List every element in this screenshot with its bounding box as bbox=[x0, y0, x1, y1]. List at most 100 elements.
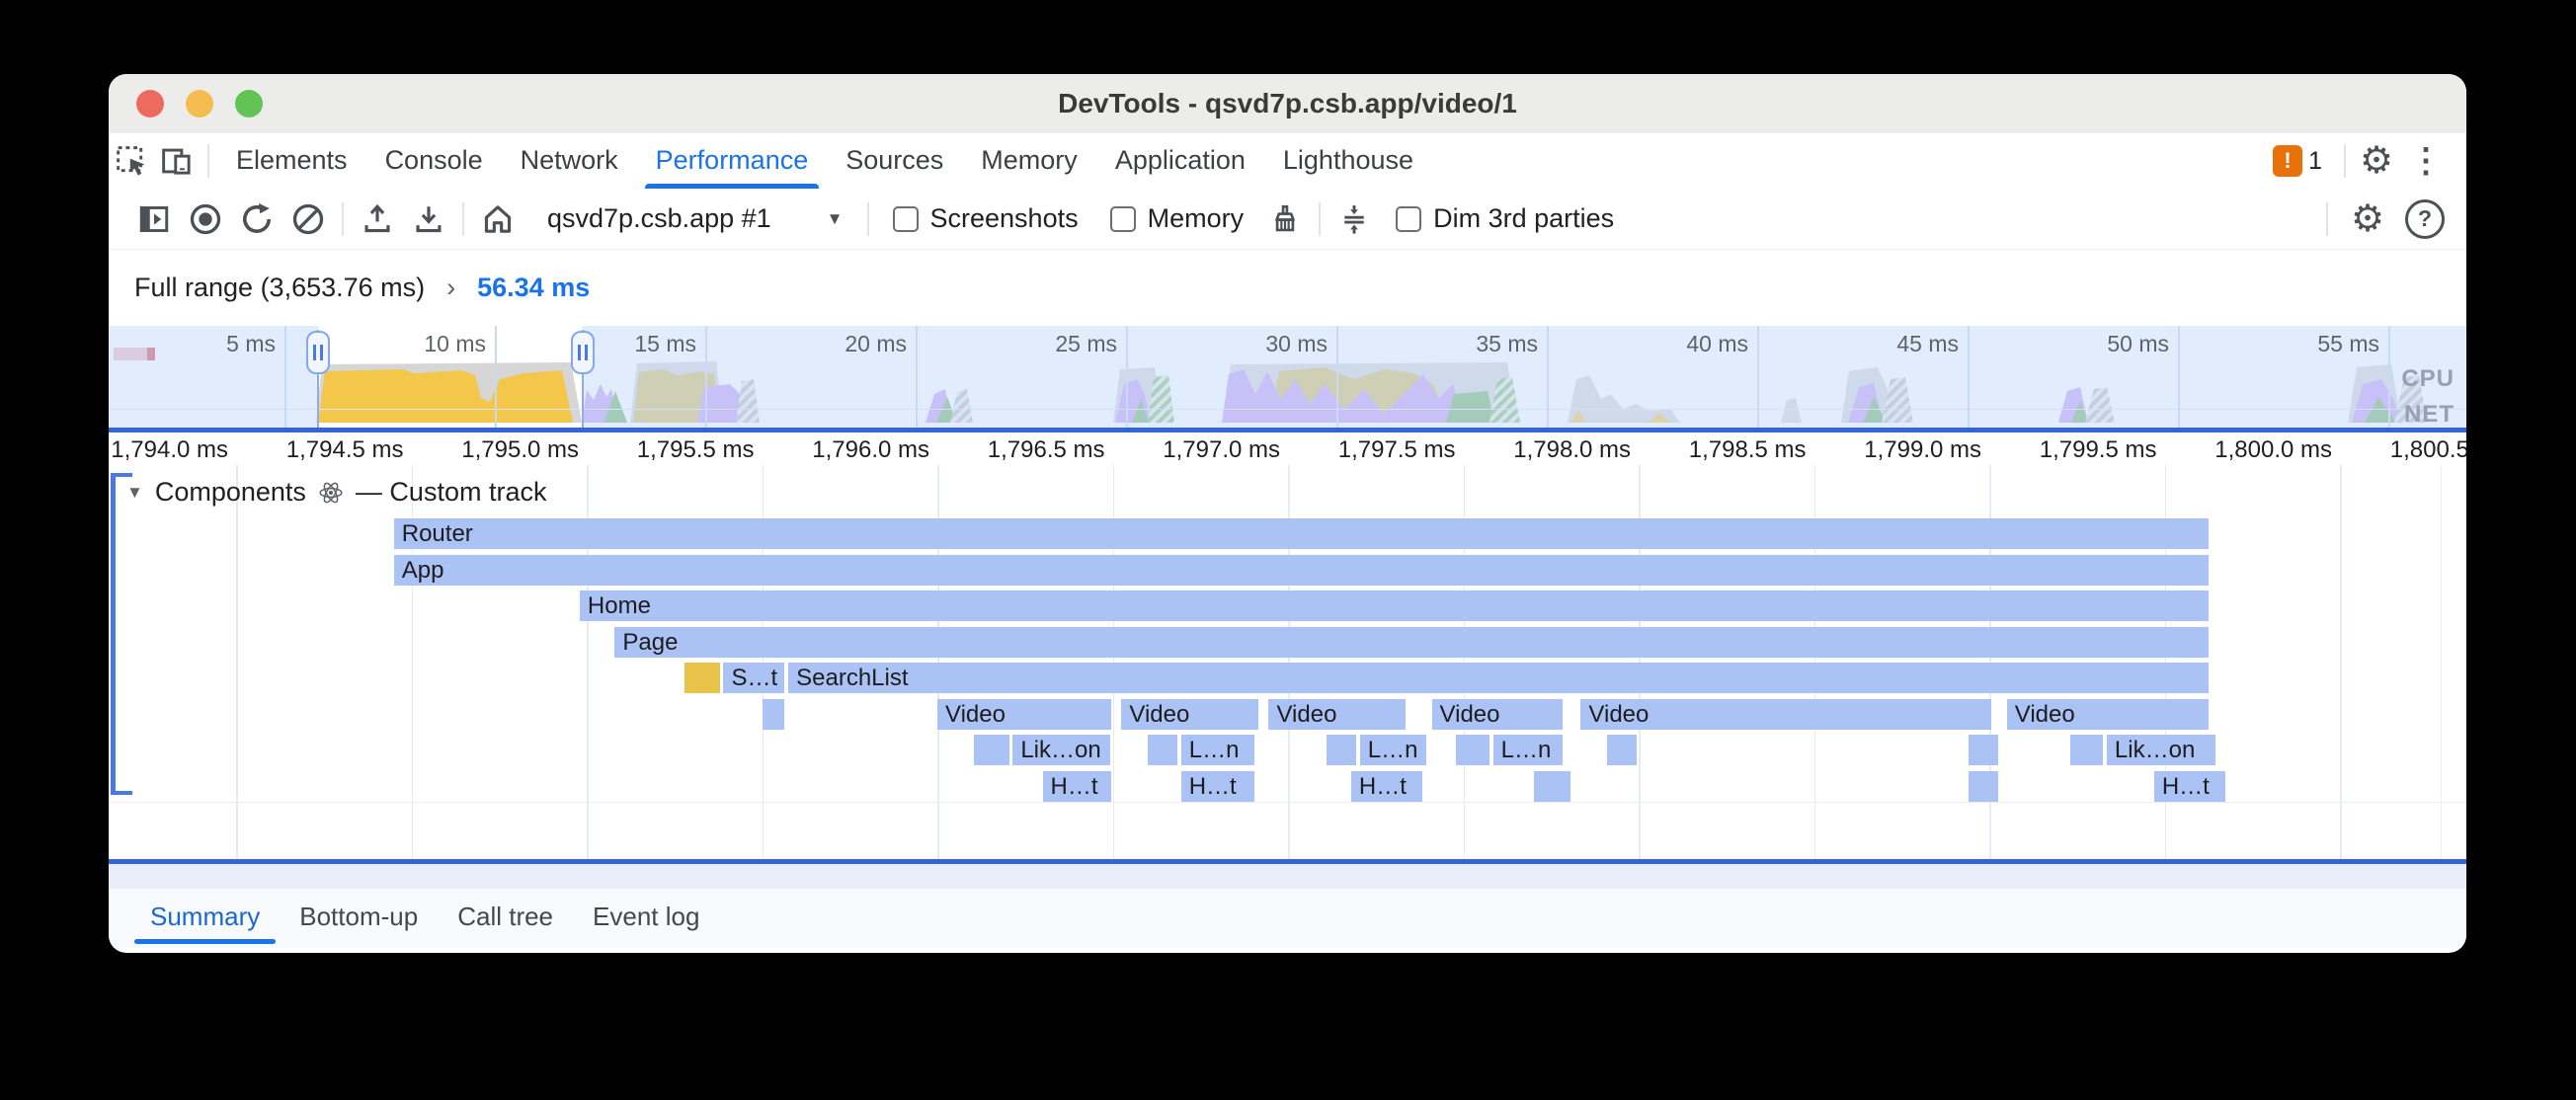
dim-3rd-parties-label: Dim 3rd parties bbox=[1433, 203, 1615, 233]
settings-gear-icon[interactable]: ⚙ bbox=[2359, 140, 2394, 182]
clear-icon[interactable] bbox=[282, 194, 334, 245]
tab-summary[interactable]: Summary bbox=[130, 889, 280, 948]
selection-right-handle[interactable] bbox=[571, 331, 595, 374]
tab-memory[interactable]: Memory bbox=[981, 145, 1078, 175]
selection-left-handle[interactable] bbox=[306, 331, 330, 374]
flame-bar-likon[interactable]: Lik…on bbox=[2106, 735, 2215, 765]
flame-gridline bbox=[1639, 465, 1641, 859]
ruler-tick-label: 1,800.0 ms bbox=[2214, 436, 2332, 463]
flame-bar[interactable] bbox=[1456, 735, 1489, 765]
minimize-window-button[interactable] bbox=[186, 90, 213, 118]
flame-bar[interactable] bbox=[684, 663, 720, 693]
flame-gridline bbox=[1112, 465, 1114, 859]
flame-bar-ln[interactable]: L…n bbox=[1359, 735, 1426, 765]
flame-bar-ht[interactable]: H…t bbox=[1180, 770, 1255, 802]
tab-network[interactable]: Network bbox=[520, 145, 618, 175]
capture-settings-gear-icon[interactable]: ⚙ bbox=[2350, 197, 2385, 240]
breadcrumb-selected-range[interactable]: 56.34 ms bbox=[477, 273, 591, 302]
flame-bar-likon[interactable]: Lik…on bbox=[1012, 735, 1111, 765]
tab-performance[interactable]: Performance bbox=[637, 133, 828, 189]
toggle-sidebar-icon[interactable] bbox=[128, 194, 180, 245]
flame-bar[interactable] bbox=[1533, 770, 1570, 802]
screenshots-checkbox[interactable]: Screenshots bbox=[892, 203, 1079, 234]
track-name: Components bbox=[154, 477, 306, 507]
flame-bar-st[interactable]: S…t bbox=[723, 663, 785, 693]
device-toolbar-icon[interactable] bbox=[154, 138, 200, 184]
cpu-track-label: CPU bbox=[2401, 365, 2455, 392]
tab-console[interactable]: Console bbox=[384, 145, 483, 175]
tab-bottom-up[interactable]: Bottom-up bbox=[299, 902, 419, 931]
flame-bar[interactable] bbox=[1607, 735, 1637, 765]
flame-chart[interactable]: ▼ Components — Custom track Router App Hom… bbox=[109, 465, 2466, 859]
flame-bar-video[interactable]: Video bbox=[1431, 698, 1564, 730]
flame-bar-page[interactable]: Page bbox=[614, 626, 2209, 658]
home-icon[interactable] bbox=[472, 194, 523, 245]
collect-garbage-icon[interactable] bbox=[1259, 194, 1311, 245]
tab-application[interactable]: Application bbox=[1114, 145, 1246, 175]
flame-bar-searchlist[interactable]: SearchList bbox=[788, 663, 2209, 693]
flame-bar-video[interactable]: Video bbox=[1121, 698, 1258, 730]
tab-elements[interactable]: Elements bbox=[236, 145, 348, 175]
tab-call-tree[interactable]: Call tree bbox=[457, 902, 554, 931]
dim-3rd-parties-checkbox[interactable]: Dim 3rd parties bbox=[1396, 203, 1614, 234]
toolbar-divider-1 bbox=[342, 201, 344, 236]
overview-main-divider bbox=[109, 428, 2466, 432]
target-selector-dropdown[interactable]: qsvd7p.csb.app #1 ▼ bbox=[523, 203, 859, 234]
tab-event-log[interactable]: Event log bbox=[593, 902, 700, 931]
flame-bar-video[interactable]: Video bbox=[2006, 698, 2209, 730]
flame-gridline bbox=[1989, 465, 1991, 859]
issues-counter[interactable]: ! 1 bbox=[2273, 145, 2322, 177]
flame-bar-router[interactable]: Router bbox=[393, 518, 2209, 549]
tab-sources[interactable]: Sources bbox=[845, 145, 944, 175]
record-icon[interactable] bbox=[180, 194, 231, 245]
custom-track-header[interactable]: ▼ Components — Custom track bbox=[126, 477, 546, 508]
load-profile-icon[interactable] bbox=[352, 194, 403, 245]
time-ruler: 1,794.0 ms 1,794.5 ms 1,795.0 ms 1,795.5 ms… bbox=[109, 432, 2466, 465]
collapse-triangle-icon[interactable]: ▼ bbox=[126, 482, 143, 502]
range-breadcrumb: Full range (3,653.76 ms) › 56.34 ms bbox=[109, 250, 2466, 326]
flame-bar[interactable] bbox=[762, 698, 785, 730]
flame-bar-app[interactable]: App bbox=[393, 554, 2209, 586]
flame-bar-home[interactable]: Home bbox=[579, 590, 2209, 621]
ruler-tick-label: 1,797.0 ms bbox=[1163, 436, 1280, 463]
flame-gridline bbox=[411, 465, 413, 859]
flame-bar[interactable] bbox=[1327, 735, 1356, 765]
flame-bar-video[interactable]: Video bbox=[937, 698, 1111, 730]
flame-bar-ht[interactable]: H…t bbox=[2153, 770, 2226, 802]
flame-bar[interactable] bbox=[1968, 735, 1998, 765]
flame-bar[interactable] bbox=[974, 735, 1009, 765]
flame-bar[interactable] bbox=[1148, 735, 1177, 765]
toolbar-divider-3 bbox=[866, 201, 869, 236]
collapse-tracks-icon[interactable] bbox=[1328, 194, 1380, 245]
flame-bar-video[interactable]: Video bbox=[1268, 698, 1406, 730]
record-and-reload-icon[interactable] bbox=[231, 194, 282, 245]
flame-bar[interactable] bbox=[1968, 770, 1998, 802]
tab-lighthouse[interactable]: Lighthouse bbox=[1282, 145, 1414, 175]
ruler-tick-label: 1,794.0 ms bbox=[111, 436, 228, 463]
flame-bar-ht[interactable]: H…t bbox=[1042, 770, 1111, 802]
dim-3rd-parties-checkbox-box bbox=[1396, 205, 1422, 232]
help-icon[interactable]: ? bbox=[2399, 194, 2451, 245]
zoom-window-button[interactable] bbox=[235, 90, 263, 118]
target-selector-value: qsvd7p.csb.app #1 bbox=[547, 203, 771, 233]
track-bottom-line bbox=[109, 802, 2466, 803]
close-window-button[interactable] bbox=[136, 90, 164, 118]
flame-bar-ln[interactable]: L…n bbox=[1492, 735, 1564, 765]
ruler-tick-label: 1,794.5 ms bbox=[285, 436, 404, 463]
flame-bar-video[interactable]: Video bbox=[1580, 698, 1991, 730]
main-menu-kebab-icon[interactable]: ⋮ bbox=[2409, 142, 2443, 180]
details-tabbar: Summary Bottom-up Call tree Event log bbox=[109, 889, 2466, 948]
breadcrumb-full-range[interactable]: Full range (3,653.76 ms) bbox=[134, 273, 426, 302]
flame-gridline bbox=[587, 465, 589, 859]
timeline-overview[interactable]: 5 ms 10 ms 15 ms 20 ms 25 ms 30 ms 35 ms 40 ms 4… bbox=[109, 326, 2466, 428]
selection-right-line bbox=[582, 330, 584, 428]
inspect-element-icon[interactable] bbox=[109, 138, 154, 184]
save-profile-icon[interactable] bbox=[403, 194, 454, 245]
flame-bar-ln[interactable]: L…n bbox=[1180, 735, 1255, 765]
flame-bar-ht[interactable]: H…t bbox=[1350, 770, 1423, 802]
flame-bar[interactable] bbox=[2069, 735, 2104, 765]
breadcrumb-chevron-icon: › bbox=[446, 273, 456, 302]
overview-tick-label: 25 ms bbox=[1055, 331, 1117, 356]
memory-checkbox[interactable]: Memory bbox=[1109, 203, 1244, 234]
